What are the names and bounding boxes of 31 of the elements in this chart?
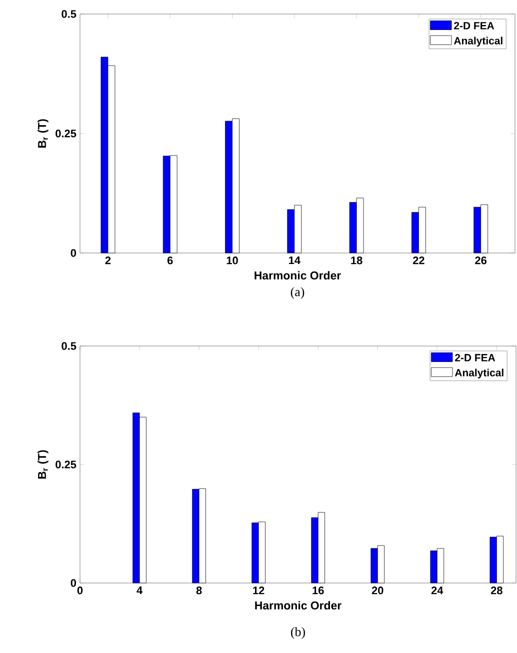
x-tick-label: 4: [136, 586, 143, 594]
legend-label: Analytical: [454, 36, 502, 46]
x-axis-title: Harmonic Order: [254, 271, 341, 280]
x-tick-label: 12: [253, 586, 264, 594]
x-tick-label: 18: [351, 256, 362, 264]
text: (b): [291, 627, 305, 639]
x-tick-label: 26: [475, 256, 487, 264]
legend-label: Analytical: [454, 368, 504, 378]
x-tick-label: 20: [372, 586, 384, 594]
y-tick-label: 0: [70, 249, 76, 257]
y-tick-label: 0.5: [62, 10, 76, 18]
text: (a): [290, 287, 304, 299]
y-tick-label: 0.25: [56, 130, 76, 138]
y-tick-label: 0.25: [56, 460, 76, 468]
x-tick-label: 6: [167, 256, 173, 264]
x-tick-label: 16: [312, 586, 324, 594]
x-tick-label: 10: [226, 256, 238, 264]
x-tick-label: 0: [77, 586, 83, 594]
x-tick-label: 14: [288, 256, 300, 264]
x-tick-label: 28: [490, 586, 502, 594]
y-axis-title: B$_{r}$ (T): [38, 450, 48, 479]
x-tick-label: 22: [412, 256, 424, 264]
legend-label: 2-D FEA: [454, 22, 494, 30]
x-tick-label: 8: [196, 586, 202, 594]
x-tick-label: 24: [431, 586, 444, 594]
x-tick-label: 2: [105, 256, 111, 264]
y-axis-title: B$_{r}$ (T): [38, 119, 48, 148]
legend-label: 2-D FEA: [455, 354, 496, 362]
x-axis-title: Harmonic Order: [255, 601, 342, 610]
y-tick-label: 0.5: [62, 342, 76, 350]
y-tick-label: 0: [70, 579, 76, 587]
